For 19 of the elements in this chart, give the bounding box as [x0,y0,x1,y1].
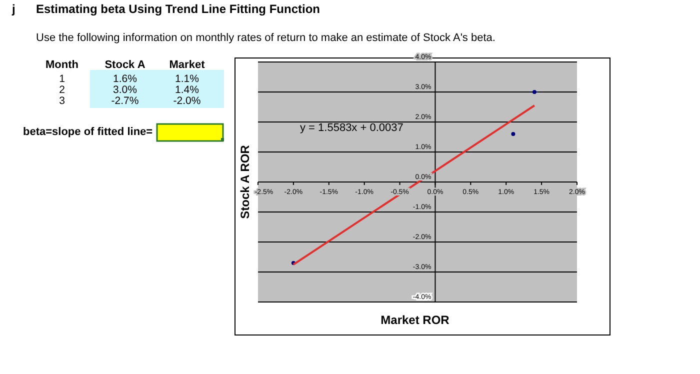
text: -2.7% [111,95,139,107]
text: 1.4% [175,84,199,96]
x-axis-title: Market ROR [380,313,450,327]
text: Stock A [104,59,146,71]
text: 3 [59,95,66,107]
text: 2 [59,84,66,96]
annotation: y = 1.5583x + 0.0037 [300,122,404,134]
text: beta=slope of fitted line= [23,126,153,138]
chart-title: Estimating beta Using Trend Line Fitting Function [36,2,320,16]
text: 1.6% [113,73,137,85]
text: Month [46,59,79,71]
text: 3.0% [113,84,137,96]
text: j [11,2,16,16]
text: 1 [59,73,66,85]
chart-subtitle: Use the following information on monthly rates of return to make an estimate of Stock A's beta. [36,32,496,44]
text: -2.0% [173,95,201,107]
text: 1.1% [175,73,199,85]
y-axis-title: Stock A ROR [238,144,252,219]
text: Market [169,59,206,71]
